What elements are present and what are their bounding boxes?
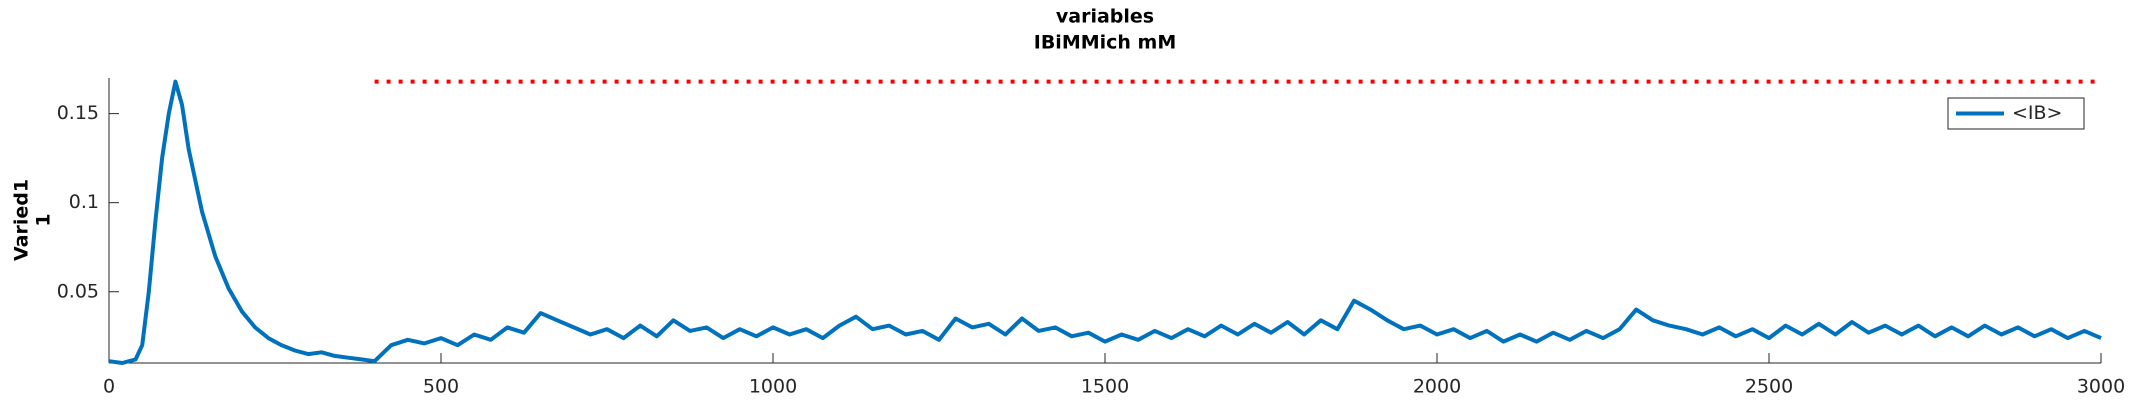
chart-title: variables (1056, 6, 1154, 28)
legend: <IB> (1947, 97, 2085, 130)
x-tick-label: 1500 (1081, 376, 1129, 398)
y-label-line: 1 (33, 213, 55, 226)
x-tick-label: 0 (103, 376, 115, 398)
data-line (108, 79, 2102, 365)
x-tick-label: 1000 (749, 376, 797, 398)
chart-subtitle: IBiMMich mM (1034, 32, 1177, 54)
x-tick-label: 2000 (1413, 376, 1461, 398)
x-tick-label: 2500 (1745, 376, 1793, 398)
y-tick-label: 0.15 (57, 102, 99, 124)
y-tick-label: 0.05 (57, 280, 99, 302)
legend-label: <IB> (2012, 102, 2062, 124)
x-tick-label: 3000 (2077, 376, 2125, 398)
x-tick-label: 500 (423, 376, 459, 398)
y-label: Varied1 1 (11, 179, 55, 261)
y-tick-label: 0.1 (69, 191, 99, 213)
y-label-line: Varied1 (11, 179, 33, 261)
